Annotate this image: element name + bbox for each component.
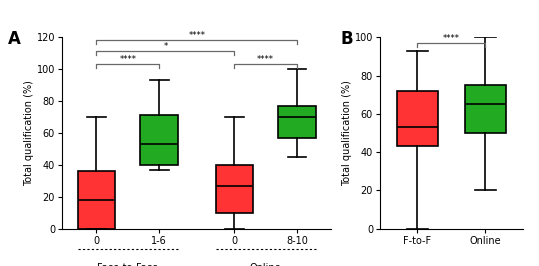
PathPatch shape bbox=[140, 115, 178, 165]
PathPatch shape bbox=[465, 85, 506, 133]
Text: *: * bbox=[163, 42, 168, 51]
Text: Face-to-Face: Face-to-Face bbox=[97, 263, 158, 266]
Text: ****: **** bbox=[443, 34, 460, 43]
Text: ****: **** bbox=[119, 55, 136, 64]
PathPatch shape bbox=[216, 165, 253, 213]
Y-axis label: Total qualification (%): Total qualification (%) bbox=[342, 80, 352, 186]
PathPatch shape bbox=[78, 171, 115, 229]
Text: ****: **** bbox=[188, 31, 205, 40]
Text: Online: Online bbox=[250, 263, 281, 266]
Y-axis label: Total qualification (%): Total qualification (%) bbox=[24, 80, 34, 186]
PathPatch shape bbox=[278, 106, 316, 138]
Text: B: B bbox=[340, 30, 353, 48]
PathPatch shape bbox=[397, 91, 438, 146]
Text: ****: **** bbox=[257, 55, 274, 64]
Text: A: A bbox=[8, 30, 21, 48]
